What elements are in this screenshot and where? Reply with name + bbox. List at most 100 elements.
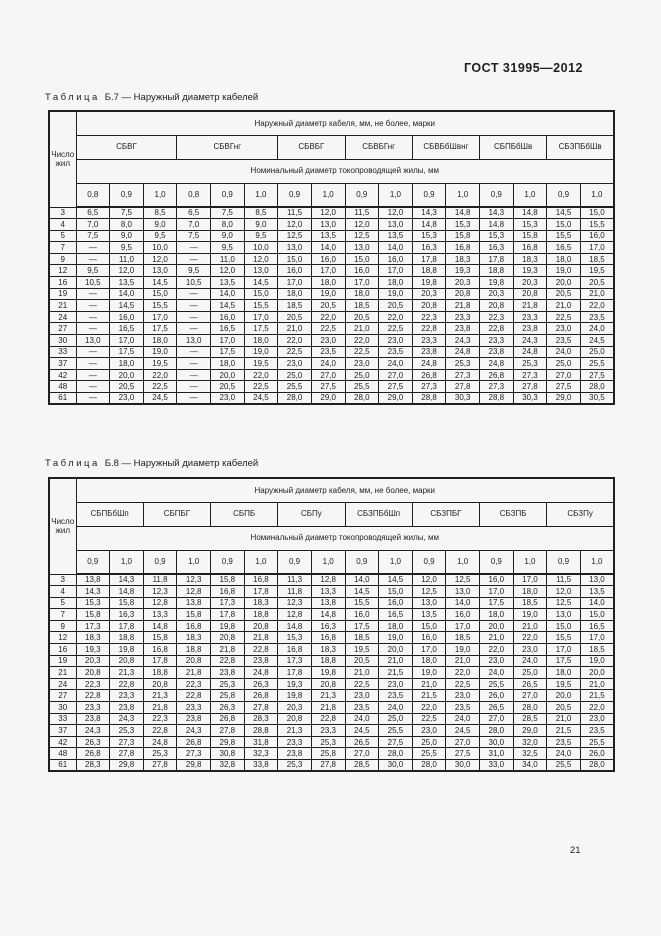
nominal-core-diameter-header: Номинальный диаметр токопроводящей жилы,…	[75, 525, 615, 551]
diameter-value: 15,8	[75, 608, 111, 621]
diameter-value: 18,8	[176, 643, 211, 656]
diameter-value: 15,3	[277, 631, 312, 645]
diameter-value: 14,8	[512, 206, 548, 220]
table-row: 9 17,3 17,8 14,8 16,8 19,8 20,8 14,8 16,3 17,5 18,…	[48, 619, 615, 633]
diameter-value: 16,0	[411, 631, 447, 645]
core-diameter-label: 1,0	[512, 549, 548, 575]
diameter-value: 17,5	[142, 322, 178, 336]
diameter-value: 6,5	[176, 206, 211, 220]
core-diameter-label: 0,9	[210, 182, 245, 208]
diameter-value: 24,8	[445, 345, 480, 359]
brand-header: СБПБбШв	[478, 134, 548, 160]
table-row: 19 20,3 20,8 17,8 20,8 22,8 23,8 17,3 18,8 20,5 21…	[48, 654, 615, 668]
diameter-value: 14,3	[411, 206, 447, 220]
diameter-value: 25,3	[210, 677, 245, 691]
diameter-value: 8,5	[142, 206, 178, 220]
diameter-value: 28,8	[411, 392, 447, 405]
diameter-value: 6,5	[75, 206, 111, 220]
diameter-value: 26,3	[210, 701, 245, 714]
diameter-value: 19,0	[411, 666, 447, 679]
diameter-value: —	[176, 368, 211, 382]
diameter-value: 27,8	[512, 380, 548, 393]
diameter-value: 30,0	[378, 759, 413, 772]
diameter-value: 18,3	[75, 631, 111, 645]
diameter-value: 18,0	[109, 357, 144, 370]
brand-header: СБПБГ	[142, 501, 212, 527]
diameter-value: 22,5	[445, 677, 480, 691]
diameter-value: 20,0	[546, 689, 581, 703]
diameter-value: 19,0	[378, 287, 413, 301]
diameter-value: 34,0	[512, 759, 548, 772]
diameter-value: —	[176, 345, 211, 359]
brand-header: СБВГ	[75, 134, 178, 160]
core-diameter-label: 1,0	[142, 182, 178, 208]
diameter-value: 26,8	[176, 735, 211, 749]
diameter-value: 21,8	[310, 701, 346, 714]
diameter-value: 16,0	[445, 608, 480, 621]
diameter-value: 9,0	[243, 218, 279, 231]
core-diameter-label: 1,0	[378, 182, 413, 208]
diameter-value: 28,0	[479, 724, 514, 737]
cores-count-value: 9	[48, 252, 77, 266]
diameter-value: 15,5	[344, 596, 380, 610]
diameter-value: 17,0	[109, 334, 144, 347]
diameter-value: 22,0	[411, 701, 447, 714]
diameter-value: 25,5	[579, 357, 615, 370]
diameter-value: 12,5	[411, 585, 447, 598]
diameter-value: 13,0	[277, 241, 312, 254]
diameter-value: 20,8	[75, 666, 111, 679]
diameter-value: 22,8	[310, 712, 346, 726]
diameter-value: 22,5	[546, 310, 581, 324]
diameter-value: 28,0	[378, 747, 413, 760]
diameter-value: 23,5	[310, 345, 346, 359]
diameter-value: 23,8	[210, 666, 245, 679]
diameter-value: 24,0	[546, 747, 581, 760]
core-diameter-label: 1,0	[109, 549, 144, 575]
diameter-value: 13,5	[210, 276, 245, 289]
diameter-value: 23,0	[445, 689, 480, 703]
diameter-value: 19,3	[75, 643, 111, 656]
diameter-value: 23,8	[512, 322, 548, 336]
diameter-value: 12,0	[243, 252, 279, 266]
brand-header: СБПу	[277, 501, 346, 527]
brand-header: СБВБГ	[277, 134, 346, 160]
diameter-value: 14,8	[109, 585, 144, 598]
diameter-value: 11,5	[546, 573, 581, 587]
cores-count-value: 24	[48, 677, 77, 691]
diameter-value: 12,3	[142, 585, 178, 598]
diameter-value: 12,0	[344, 218, 380, 231]
cores-count-value: 5	[48, 229, 77, 243]
diameter-value: 26,5	[344, 735, 380, 749]
table-row: 7—9,5 10,0—9,5 10,0 13,0 14,0 13,0 14,0 16,3 16,…	[48, 241, 615, 254]
diameter-value: 13,5	[411, 608, 447, 621]
diameter-value: 16,5	[109, 322, 144, 336]
diameter-value: 27,5	[378, 735, 413, 749]
diameter-value: —	[176, 252, 211, 266]
nominal-core-diameter-header: Номинальный диаметр токопроводящей жилы,…	[75, 158, 615, 184]
diameter-value: 28,8	[243, 724, 279, 737]
diameter-value: 28,3	[243, 712, 279, 726]
diameter-value: 18,5	[344, 631, 380, 645]
brand-header: СБПБбШп	[75, 501, 144, 527]
diameter-value: 27,8	[445, 380, 480, 393]
diameter-value: 16,0	[579, 229, 615, 243]
diameter-value: —	[75, 357, 111, 370]
page-number: 21	[570, 845, 581, 856]
diameter-value: 25,5	[579, 735, 615, 749]
core-diameter-label: 1,0	[243, 549, 279, 575]
diameter-value: 17,8	[479, 252, 514, 266]
diameter-value: 31,8	[243, 735, 279, 749]
diameter-value: 15,5	[546, 229, 581, 243]
diameter-value: 17,0	[479, 585, 514, 598]
diameter-value: 13,0	[579, 573, 615, 587]
core-diameter-label: 0,9	[109, 182, 144, 208]
diameter-value: 19,0	[579, 654, 615, 668]
diameter-value: 22,8	[109, 677, 144, 691]
diameter-value: 21,3	[142, 689, 178, 703]
diameter-value: 13,0	[546, 608, 581, 621]
diameter-value: 17,0	[344, 276, 380, 289]
diameter-value: 24,0	[512, 654, 548, 668]
diameter-value: 22,8	[243, 643, 279, 656]
diameter-value: 12,0	[109, 264, 144, 278]
